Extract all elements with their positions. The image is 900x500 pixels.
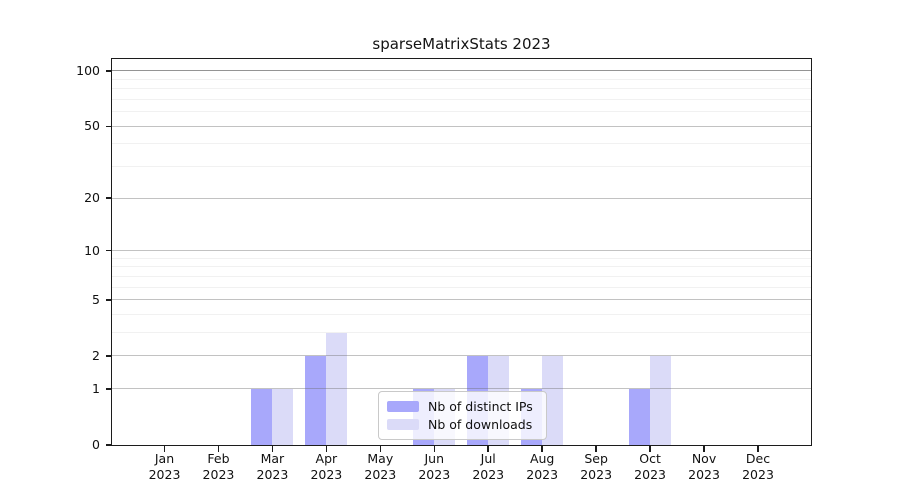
x-axis-tick: [757, 446, 759, 452]
y-axis-tick-label: 1: [92, 380, 100, 396]
x-axis-tick: [379, 446, 382, 452]
minor-gridline: [112, 143, 811, 145]
y-axis-tick-label: 20: [84, 190, 100, 206]
minor-gridline: [112, 332, 811, 334]
bar-downloads-oct: [650, 355, 672, 445]
y-axis-tick: [106, 355, 112, 357]
minor-gridline: [112, 257, 811, 259]
y-axis-tick: [106, 249, 112, 252]
x-axis-tick: [325, 446, 328, 452]
y-axis-tick-label: 10: [84, 242, 100, 258]
y-axis-tick-label: 5: [92, 291, 100, 307]
x-axis-tick-label: Oct 2023: [634, 451, 666, 482]
legend: Nb of distinct IPs Nb of downloads: [378, 391, 547, 440]
legend-item-distinct-ips: Nb of distinct IPs: [387, 399, 538, 414]
bar-downloads-mar: [272, 388, 294, 445]
minor-gridline: [112, 98, 811, 100]
major-gridline: [112, 388, 811, 390]
x-axis-tick: [271, 446, 274, 452]
x-axis-tick: [703, 446, 705, 452]
y-axis-tick: [106, 125, 112, 128]
legend-label-downloads: Nb of downloads: [428, 417, 533, 432]
minor-gridline: [112, 166, 811, 168]
bar-distinct-ips-apr: [305, 355, 327, 445]
y-axis-tick: [106, 388, 112, 390]
major-gridline: [112, 197, 811, 199]
y-axis-tick: [106, 444, 112, 446]
y-axis-tick-label: 0: [92, 437, 100, 452]
x-axis-tick-label: Apr 2023: [310, 451, 343, 482]
x-axis-tick: [217, 446, 220, 452]
bar-downloads-apr: [326, 332, 348, 445]
major-gridline: [112, 299, 811, 301]
bar-downloads-aug: [542, 355, 564, 445]
y-axis-tick: [106, 299, 112, 301]
minor-gridline: [112, 266, 811, 268]
legend-swatch-distinct-ips: [387, 401, 419, 412]
y-axis-tick-label: 100: [76, 62, 100, 78]
x-axis-tick-label: Dec 2023: [742, 451, 774, 482]
minor-gridline: [112, 286, 811, 288]
chart-title: sparseMatrixStats 2023: [372, 35, 551, 53]
x-axis-tick-label: Aug 2023: [526, 451, 559, 482]
x-axis-tick: [649, 446, 651, 452]
major-gridline: [112, 250, 811, 252]
x-axis-tick: [433, 446, 436, 452]
bar-distinct-ips-mar: [251, 388, 273, 445]
minor-gridline: [112, 78, 811, 80]
x-axis-tick: [541, 446, 543, 452]
x-axis-tick: [487, 446, 489, 452]
y-axis-tick: [106, 70, 112, 72]
x-axis-tick-label: Jul 2023: [472, 451, 505, 482]
major-gridline: [112, 355, 811, 357]
x-axis-tick: [163, 446, 166, 452]
x-axis-tick-label: Jun 2023: [418, 451, 451, 482]
minor-gridline: [112, 111, 811, 113]
x-axis-tick-label: Feb 2023: [202, 451, 235, 482]
x-axis-tick-label: Nov 2023: [688, 451, 720, 482]
bar-distinct-ips-oct: [629, 388, 651, 445]
minor-gridline: [112, 88, 811, 90]
x-axis-tick-label: May 2023: [364, 451, 397, 482]
x-axis-tick-label: Jan 2023: [148, 451, 181, 482]
x-axis-tick: [595, 446, 597, 452]
y-axis-tick-label: 50: [84, 118, 100, 134]
legend-item-downloads: Nb of downloads: [387, 417, 538, 432]
major-gridline: [112, 125, 811, 127]
legend-label-distinct-ips: Nb of distinct IPs: [428, 399, 533, 414]
minor-gridline: [112, 275, 811, 277]
y-axis-tick: [106, 197, 112, 199]
x-axis-tick-label: Mar 2023: [256, 451, 289, 482]
x-axis-tick-label: Sep 2023: [580, 451, 613, 482]
y-axis-tick-label: 2: [92, 347, 100, 363]
major-gridline: [112, 70, 811, 72]
minor-gridline: [112, 314, 811, 316]
legend-swatch-downloads: [387, 419, 419, 430]
